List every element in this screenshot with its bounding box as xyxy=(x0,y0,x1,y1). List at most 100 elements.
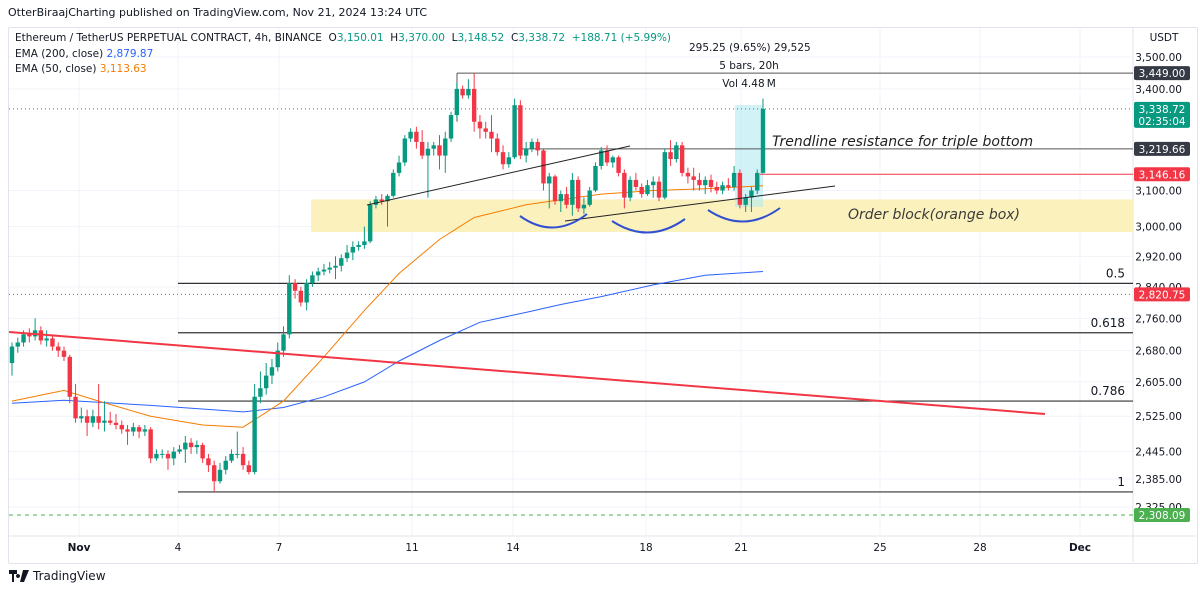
price-tick-label: 2,760.00 xyxy=(1135,313,1182,325)
candle-body xyxy=(90,416,96,423)
open-value: 3,150.01 xyxy=(336,32,384,44)
candle xyxy=(315,267,321,282)
candle xyxy=(552,174,558,205)
low-label: L xyxy=(451,32,458,44)
chart-legend: Ethereum / TetherUS PERPETUAL CONTRACT, … xyxy=(15,31,671,78)
candle xyxy=(200,442,205,463)
candle-body xyxy=(50,338,55,347)
price-tick-label: 2,605.00 xyxy=(1135,377,1182,389)
candle-body xyxy=(223,460,228,470)
price-tick-label: 2,680.00 xyxy=(1135,346,1182,358)
candle xyxy=(737,169,743,209)
candle xyxy=(252,384,257,475)
candle xyxy=(211,460,217,492)
candle-body xyxy=(408,131,413,139)
candle-body xyxy=(119,424,124,430)
candle-body xyxy=(622,172,627,198)
footer-brand[interactable]: TradingView xyxy=(9,569,106,583)
candle xyxy=(489,115,494,153)
candle-body xyxy=(148,429,153,459)
candle-body xyxy=(656,181,662,198)
candle-body xyxy=(102,420,107,423)
candle xyxy=(281,326,286,357)
candle xyxy=(396,155,402,177)
candle xyxy=(518,100,523,160)
price-label-tag xyxy=(1134,66,1190,81)
candle xyxy=(541,148,546,191)
candle-body xyxy=(73,396,78,419)
ema50-legend[interactable]: EMA (50, close) 3,113.63 xyxy=(15,62,671,78)
candle-body xyxy=(79,416,84,419)
candle-body xyxy=(737,172,743,205)
candle xyxy=(547,172,552,209)
candle-body xyxy=(339,258,344,266)
candle xyxy=(344,245,350,262)
candle xyxy=(333,256,338,280)
price-label-tag xyxy=(1134,167,1190,182)
currency-label[interactable]: USDT xyxy=(1149,32,1179,44)
candle xyxy=(9,342,15,376)
price-label-tag xyxy=(1134,508,1190,523)
candle xyxy=(119,420,124,434)
candle xyxy=(362,226,367,249)
candle xyxy=(142,424,148,436)
candle xyxy=(529,138,535,153)
candle xyxy=(720,181,725,195)
price-label-text: 3,449.00 xyxy=(1139,68,1186,80)
candle-body xyxy=(344,252,350,259)
candle xyxy=(581,197,587,214)
ema200-legend[interactable]: EMA (200, close) 2,879.87 xyxy=(15,47,671,63)
candle-body xyxy=(443,138,448,156)
candle-body xyxy=(385,195,390,202)
candle xyxy=(685,167,691,184)
candle xyxy=(125,424,130,445)
candle xyxy=(304,279,309,311)
fib-level-label: 0.618 xyxy=(1091,316,1125,330)
ema50-label: EMA (50, close) xyxy=(15,63,97,75)
candle-body xyxy=(414,131,419,142)
candle-body xyxy=(206,458,211,466)
candle-body xyxy=(21,334,26,343)
measure-bars: 5 bars, 20h xyxy=(719,60,779,72)
candle xyxy=(616,155,621,177)
candle-body xyxy=(396,162,402,173)
candle xyxy=(651,176,656,198)
candle-body xyxy=(691,176,696,180)
candle-body xyxy=(235,453,240,455)
candle xyxy=(414,126,419,149)
candle-body xyxy=(362,241,367,246)
candle xyxy=(743,194,748,213)
candle-body xyxy=(15,342,20,347)
candle xyxy=(379,194,384,205)
candle-body xyxy=(108,420,113,423)
candle-body xyxy=(125,429,130,432)
candle-body xyxy=(685,172,691,177)
price-tick-label: 3,500.00 xyxy=(1135,52,1182,64)
candle xyxy=(292,279,298,299)
candle xyxy=(558,190,564,213)
candle xyxy=(258,371,263,404)
candle-body xyxy=(240,453,246,466)
candle-body xyxy=(379,199,384,202)
time-tick-label: 11 xyxy=(405,542,419,554)
candle-body xyxy=(142,429,148,432)
candle xyxy=(627,176,633,202)
symbol-row: Ethereum / TetherUS PERPETUAL CONTRACT, … xyxy=(15,31,671,47)
order-block-label: Order block(orange box) xyxy=(848,207,1021,223)
candle-body xyxy=(96,416,101,423)
candle xyxy=(235,431,240,459)
symbol-title[interactable]: Ethereum / TetherUS PERPETUAL CONTRACT, … xyxy=(15,32,322,44)
candle xyxy=(633,172,639,191)
candle xyxy=(108,411,113,425)
candle-body xyxy=(477,121,483,129)
candle xyxy=(460,85,465,99)
time-tick-label: 14 xyxy=(506,542,520,554)
candle-body xyxy=(645,185,650,195)
candle-body xyxy=(604,150,610,163)
candle xyxy=(575,176,581,213)
candle-body xyxy=(113,422,119,425)
candle xyxy=(697,172,702,191)
candle xyxy=(263,363,269,395)
candle-body xyxy=(529,141,535,149)
